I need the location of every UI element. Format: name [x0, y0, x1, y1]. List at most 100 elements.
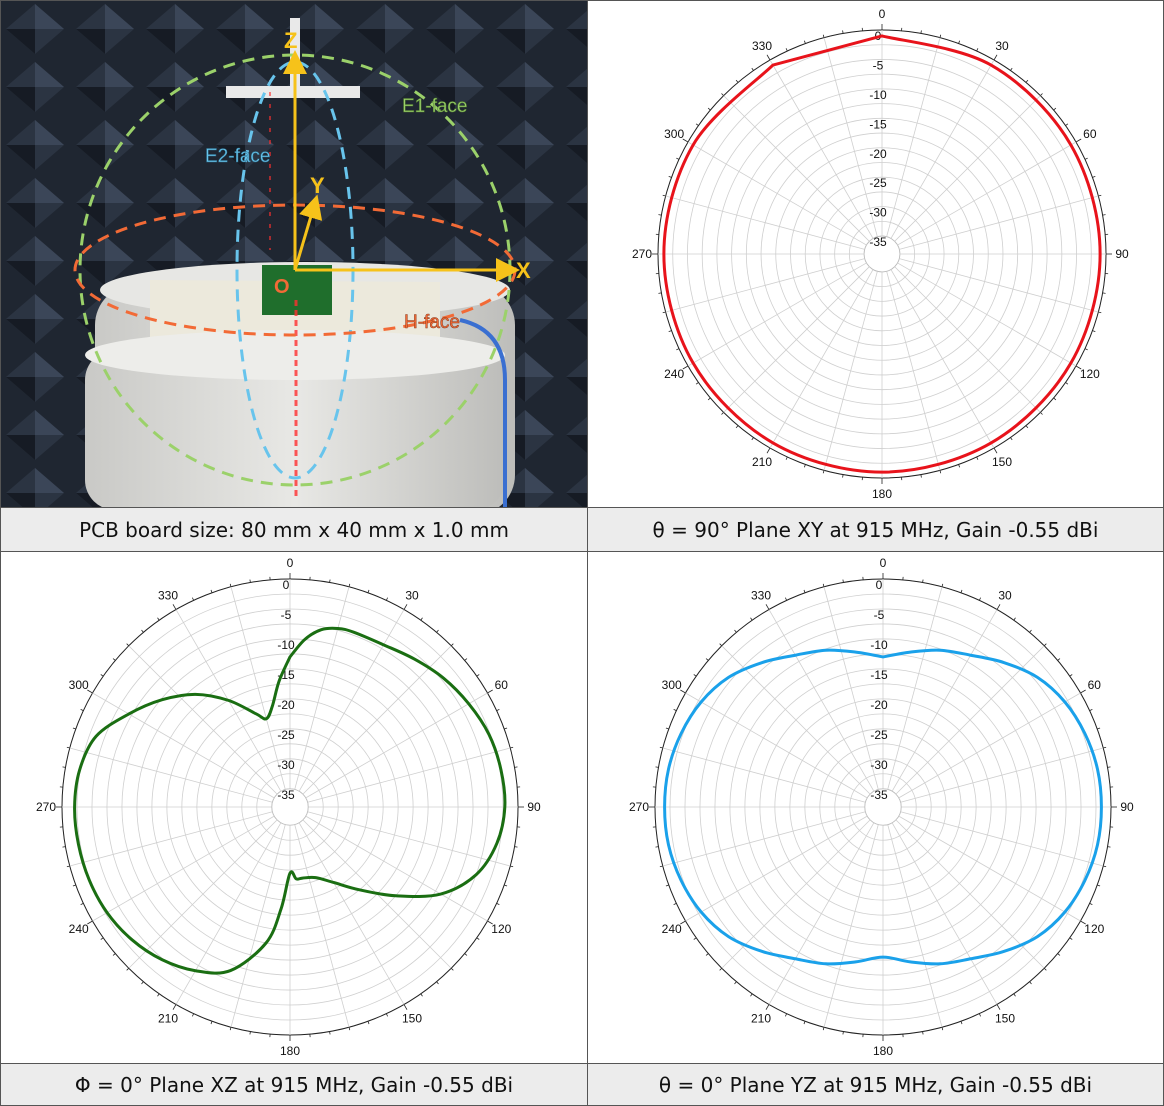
angle-tick — [100, 937, 104, 940]
grid-spoke — [662, 811, 866, 867]
angle-label: 210 — [751, 1011, 771, 1025]
polar-plot: 03060901201501802102402703003300-5-10-15… — [36, 556, 541, 1058]
grid-spoke — [894, 266, 1041, 413]
angle-tick — [960, 589, 963, 593]
caption-xy-plane: θ = 90° Plane XY at 915 MHz, Gain -0.55 … — [587, 507, 1164, 552]
angle-label: 210 — [752, 455, 772, 469]
angle-tick — [993, 447, 998, 454]
angle-label: 150 — [995, 1011, 1015, 1025]
angle-tick — [680, 689, 686, 694]
radial-tick-label: -25 — [277, 728, 295, 742]
angle-tick — [1092, 330, 1096, 333]
angle-tick — [719, 967, 723, 971]
angle-tick — [1040, 93, 1043, 96]
angle-tick — [62, 846, 66, 848]
angle-tick — [1069, 937, 1073, 940]
grid-spoke — [900, 811, 1104, 867]
angle-tick — [1103, 746, 1107, 749]
angle-tick — [62, 766, 66, 768]
angle-label: 150 — [992, 455, 1012, 469]
angle-tick — [249, 579, 251, 583]
angle-tick — [693, 937, 697, 940]
angle-tick — [958, 40, 961, 44]
pattern-curve — [73, 626, 507, 975]
angle-tick — [765, 1004, 770, 1010]
angle-tick — [72, 884, 76, 887]
angle-label: 90 — [1115, 247, 1129, 261]
angle-label: 30 — [998, 589, 1012, 603]
grid-spoke — [687, 262, 867, 367]
angle-tick — [487, 689, 493, 694]
grid-spoke — [305, 692, 488, 799]
grid-spoke — [895, 819, 1045, 969]
angle-tick — [87, 920, 93, 925]
angle-tick — [476, 674, 480, 677]
angle-tick — [676, 157, 680, 160]
grid-spoke — [230, 586, 286, 790]
angle-tick — [126, 643, 130, 647]
angle-tick — [476, 937, 480, 940]
grid-spoke — [886, 37, 941, 237]
angle-tick — [922, 1031, 924, 1035]
angle-tick — [707, 397, 711, 401]
angle-tick — [822, 470, 825, 474]
angle-tick — [978, 1013, 981, 1017]
angle-tick — [1098, 194, 1102, 197]
grid-spoke — [895, 645, 1045, 795]
angle-tick — [1084, 348, 1088, 351]
grid-spoke — [897, 262, 1077, 367]
angle-tick — [66, 865, 70, 868]
angle-tick — [141, 629, 144, 633]
grid-spoke — [69, 811, 273, 867]
grid-spoke — [721, 645, 871, 795]
angle-tick — [504, 884, 508, 887]
angle-tick — [1057, 658, 1061, 661]
angle-tick — [1029, 629, 1032, 633]
angle-tick — [803, 589, 806, 593]
grid-spoke — [768, 822, 875, 1005]
angle-tick — [676, 348, 680, 351]
angle-tick — [1029, 981, 1032, 985]
e1-face-label: E1-face — [402, 96, 467, 117]
grid-spoke — [890, 269, 995, 449]
angle-label: 150 — [402, 1011, 422, 1025]
radial-tick-label: -30 — [870, 758, 888, 772]
angle-tick — [735, 425, 739, 429]
angle-tick — [87, 689, 93, 694]
grid-spoke — [128, 645, 278, 795]
angle-label: 90 — [527, 800, 541, 814]
angle-tick — [750, 617, 753, 621]
angle-tick — [420, 993, 423, 997]
angle-label: 300 — [69, 678, 89, 692]
angle-tick — [1013, 993, 1016, 997]
origin-label: O — [274, 276, 290, 298]
angle-tick — [996, 1004, 1001, 1010]
angle-tick — [766, 447, 771, 454]
angle-label: 180 — [280, 1044, 300, 1058]
angle-tick — [735, 79, 739, 83]
angle-tick — [920, 30, 922, 34]
angle-tick — [842, 1031, 844, 1035]
grid-spoke — [769, 59, 874, 239]
h-face-label: H-face — [404, 312, 460, 333]
polar-chart-xz: 0 30 60 90 120 150 180 210 240 270 300 330 0 -5 -10 -15… — [0, 551, 587, 1064]
angle-tick — [1025, 425, 1029, 429]
angle-tick — [385, 597, 388, 601]
angle-tick — [514, 766, 518, 768]
angle-tick — [1080, 920, 1086, 925]
angle-label: 330 — [751, 589, 771, 603]
grid-spoke — [662, 747, 866, 803]
radial-tick-label: -25 — [870, 728, 888, 742]
grid-spoke — [175, 822, 282, 1005]
angle-tick — [367, 589, 370, 593]
angle-tick — [939, 470, 942, 474]
angle-tick — [1089, 709, 1093, 712]
radial-tick-label: -20 — [870, 698, 888, 712]
angle-tick — [665, 727, 669, 730]
angle-tick — [464, 658, 468, 661]
angle-tick — [705, 953, 709, 956]
angle-tick — [842, 474, 844, 478]
angle-tick — [785, 1013, 788, 1017]
angle-tick — [1092, 175, 1096, 178]
angle-tick — [1025, 79, 1029, 83]
